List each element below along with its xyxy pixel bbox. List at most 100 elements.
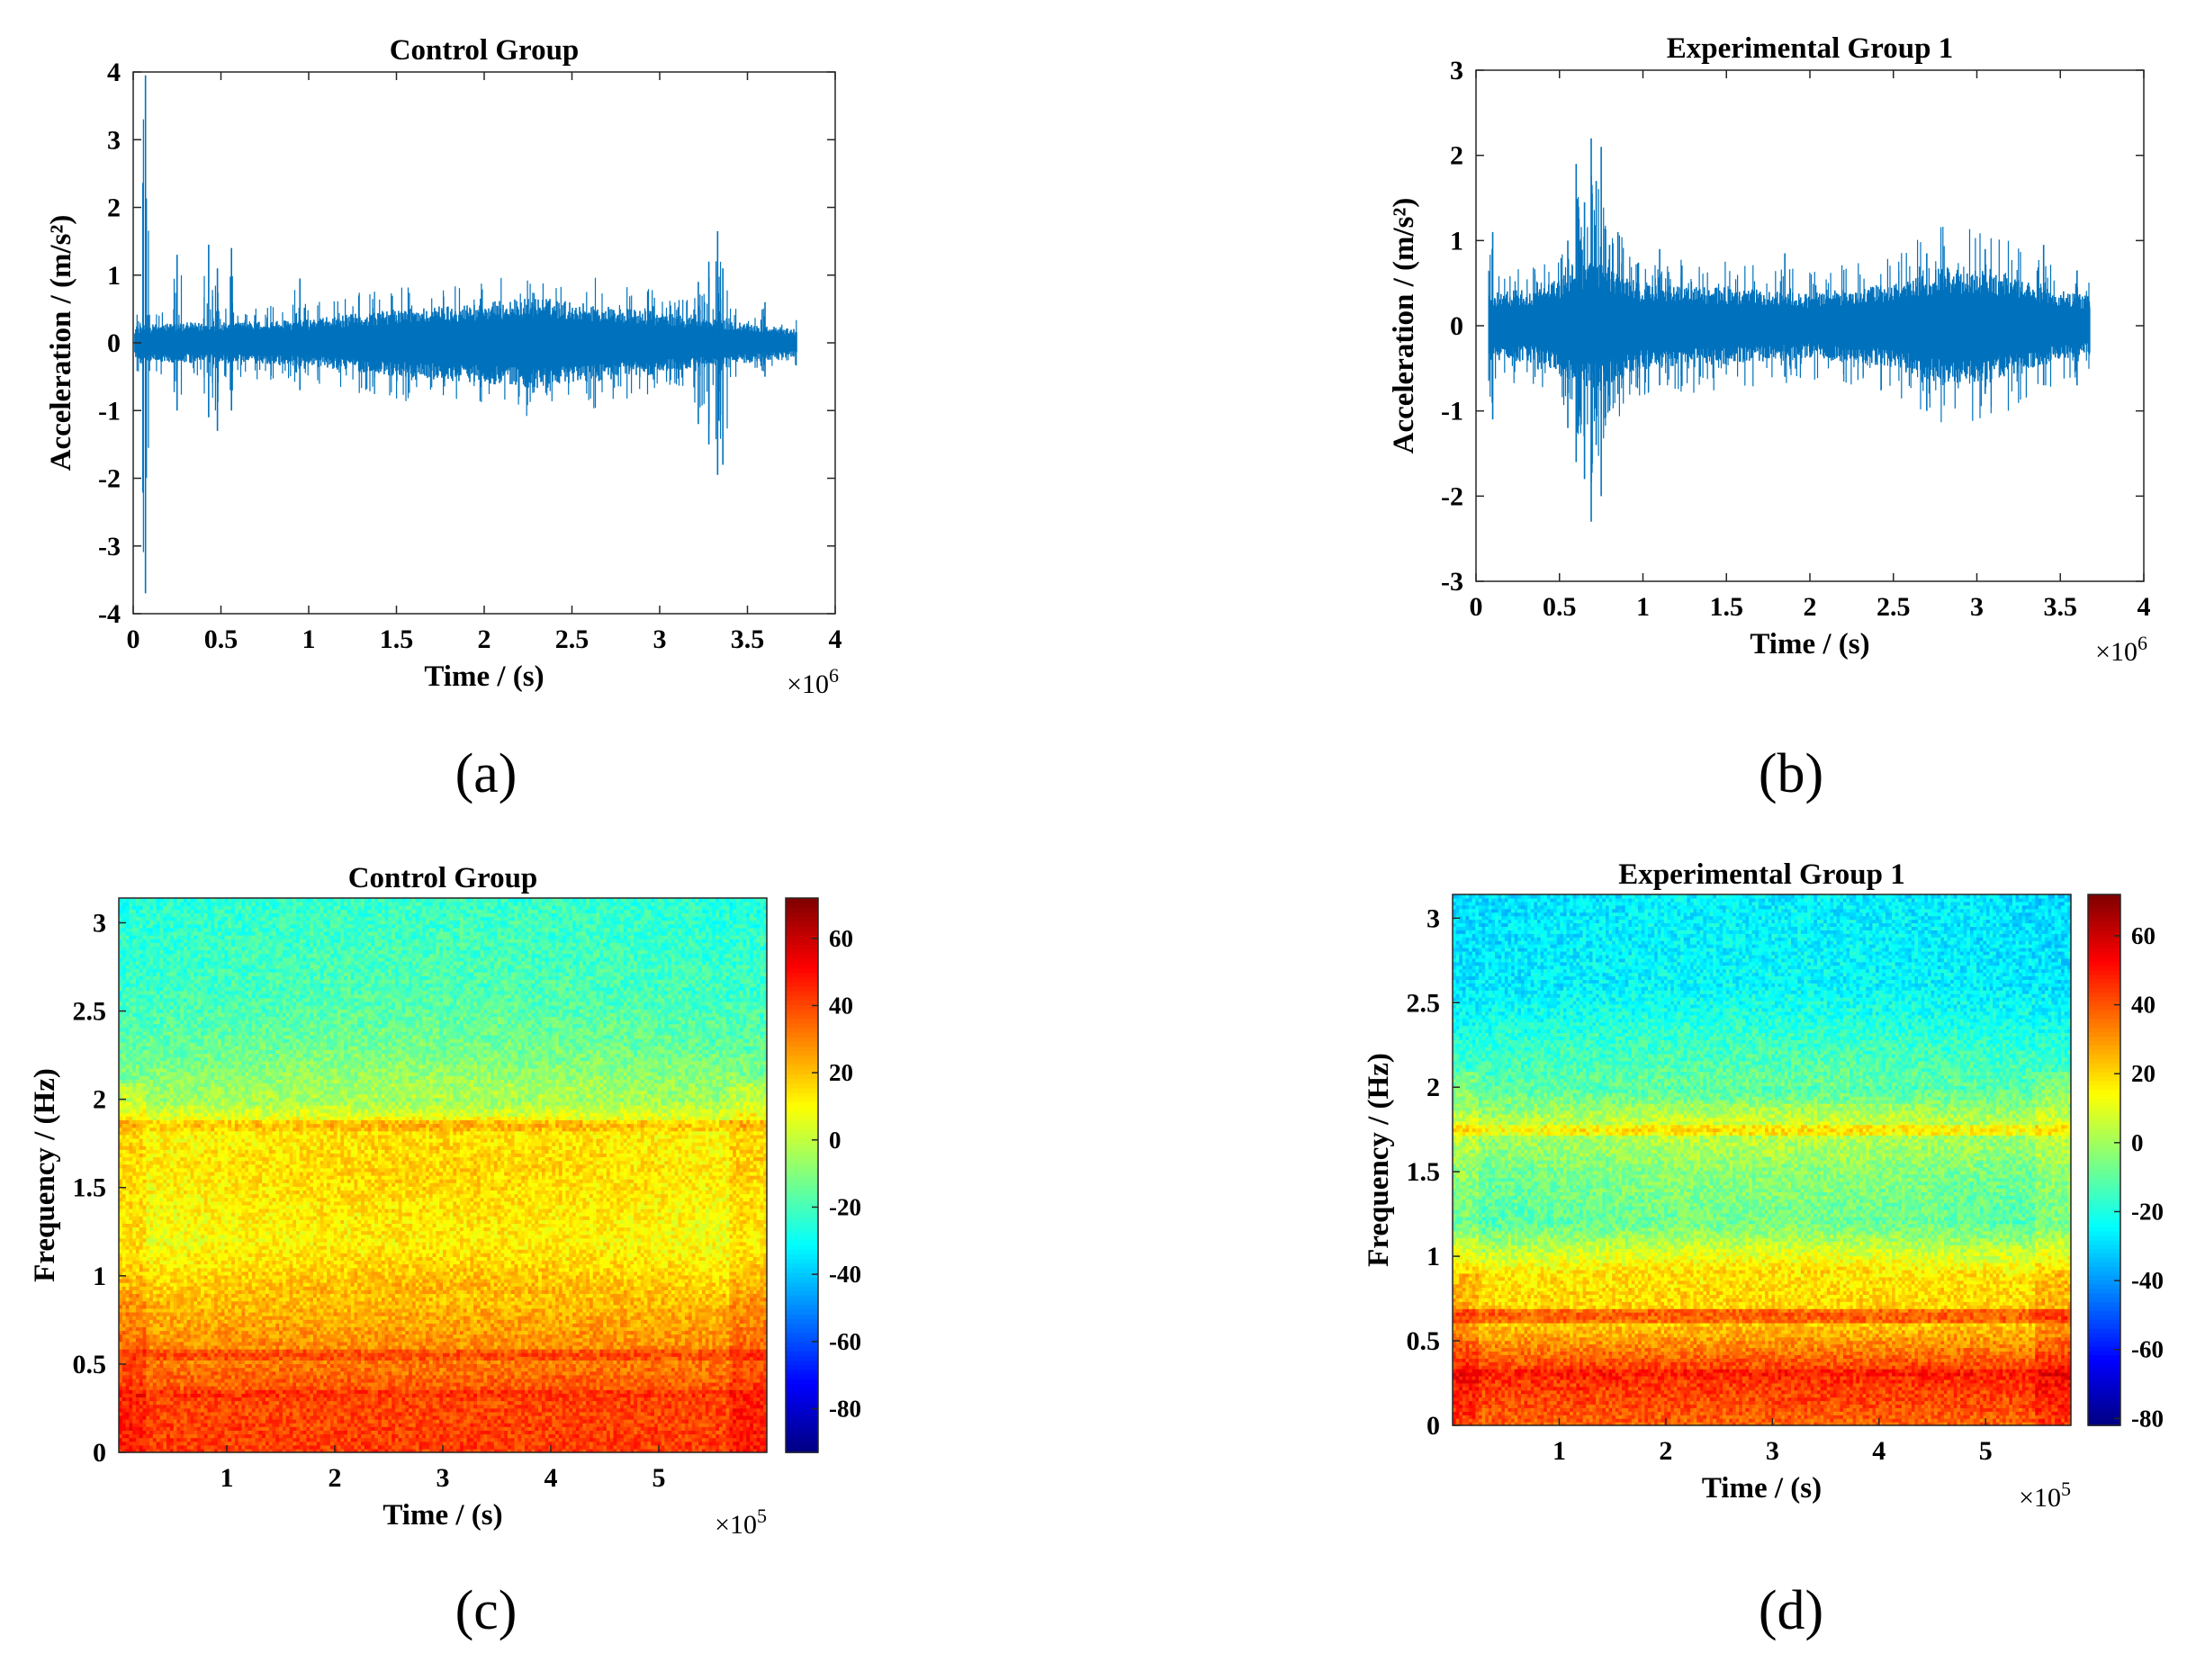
colorbar-segment [2088,1244,2120,1249]
colorbar-tick-label: -20 [829,1193,861,1220]
colorbar-segment [2088,1231,2120,1236]
colorbar-segment [2088,1014,2120,1020]
colorbar-segment [2088,1359,2120,1364]
x-tick-label: 5 [1979,1436,1993,1466]
y-tick-label: 0 [1426,1411,1440,1441]
colorbar-segment [2088,1363,2120,1369]
colorbar-tick-label: 40 [2131,992,2156,1019]
y-tick-label: 2.5 [73,997,107,1027]
x-tick-label: 1 [302,624,316,654]
colorbar-segment [2088,1151,2120,1156]
colorbar-segment [786,995,818,1001]
colorbar-segment [2088,1289,2120,1294]
colorbar-segment [2088,1257,2120,1262]
colorbar-segment [786,1258,818,1263]
colorbar-segment [786,1083,818,1088]
colorbar-segment [2088,1067,2120,1073]
colorbar-segment [2088,1178,2120,1183]
x-tick-label: 3.5 [731,624,765,654]
colorbar-segment [2088,1093,2120,1099]
y-tick-label: 0 [1450,311,1463,341]
colorbar-segment [2088,1155,2120,1161]
x-exponent-label: ×106 [2095,632,2147,667]
colorbar-segment [2088,1164,2120,1170]
colorbar-segment [2088,1036,2120,1041]
colorbar-tick-label: 20 [829,1059,853,1086]
chart-title: Experimental Group 1 [1667,32,1953,65]
y-tick-label: 3 [1450,56,1463,85]
colorbar-segment [786,1171,818,1176]
x-axis-label: Time / (s) [1750,628,1869,660]
colorbar-segment [2088,952,2120,957]
colorbar-segment [786,1199,818,1204]
colorbar-segment [2088,1368,2120,1373]
colorbar-segment [2088,1399,2120,1405]
colorbar-segment [2088,1226,2120,1232]
colorbar-segment [2088,1262,2120,1267]
colorbar-segment [2088,1182,2120,1188]
colorbar-segment [786,1300,818,1306]
y-tick-label: 2 [1450,141,1463,171]
y-tick-label: -4 [98,599,121,629]
y-tick-label: 2 [1426,1073,1440,1102]
colorbar-segment [786,1115,818,1120]
colorbar-segment [786,917,818,922]
x-exponent-label: ×105 [2019,1478,2071,1513]
y-tick-label: 1.5 [73,1173,107,1203]
colorbar-segment [786,939,818,945]
x-tick-label: 2 [1804,592,1817,622]
colorbar-segment [786,1119,818,1125]
colorbar-segment [2088,978,2120,984]
y-tick-label: -2 [1441,481,1463,511]
colorbar-segment [2088,1324,2120,1329]
colorbar-segment [786,1364,818,1370]
spectrogram-cells [119,898,768,1453]
colorbar-segment [786,1360,818,1365]
colorbar-segment [786,1162,818,1167]
colorbar-segment [786,991,818,996]
colorbar-segment [786,1268,818,1273]
colorbar-segment [786,1249,818,1254]
colorbar-segment [2088,1160,2120,1165]
colorbar-segment [786,1147,818,1153]
colorbar-segment [2088,1386,2120,1391]
colorbar-segment [2088,1076,2120,1082]
colorbar-segment [2088,1240,2120,1245]
colorbar-segment [2088,970,2120,975]
y-tick-label: 1 [1426,1242,1440,1271]
colorbar-segment [786,1037,818,1042]
colorbar-segment [2088,1333,2120,1338]
colorbar-tick-label: 60 [829,925,853,952]
colorbar-segment [786,1244,818,1250]
colorbar-segment [786,935,818,940]
colorbar-segment [2088,1377,2120,1382]
colorbar-segment [2088,917,2120,922]
colorbar-segment [786,1295,818,1300]
y-axis-label: Acceleration / (m/s²) [1388,198,1420,454]
colorbar-segment [2088,1354,2120,1360]
colorbar-tick-label: 0 [2131,1129,2144,1156]
colorbar-segment [2088,1407,2120,1413]
colorbar-segment [2088,966,2120,971]
colorbar-segment [2088,1111,2120,1117]
colorbar-segment [786,1286,818,1291]
colorbar-segment [786,1125,818,1130]
colorbar-segment [2088,1350,2120,1355]
x-tick-label: 0 [127,624,140,654]
x-tick-label: 3 [1766,1436,1779,1466]
colorbar-segment [786,1101,818,1107]
colorbar-segment [786,1379,818,1384]
colorbar-segment [786,1208,818,1213]
x-tick-label: 2.5 [555,624,590,654]
colorbar-segment [2088,1310,2120,1316]
colorbar-segment [2088,1049,2120,1055]
colorbar-segment [786,1351,818,1356]
colorbar-segment [786,1180,818,1185]
panel-label: (d) [1759,1580,1823,1641]
y-tick-label: 1 [107,261,121,291]
colorbar-segment [2088,1102,2120,1108]
colorbar-segment [2088,1235,2120,1241]
